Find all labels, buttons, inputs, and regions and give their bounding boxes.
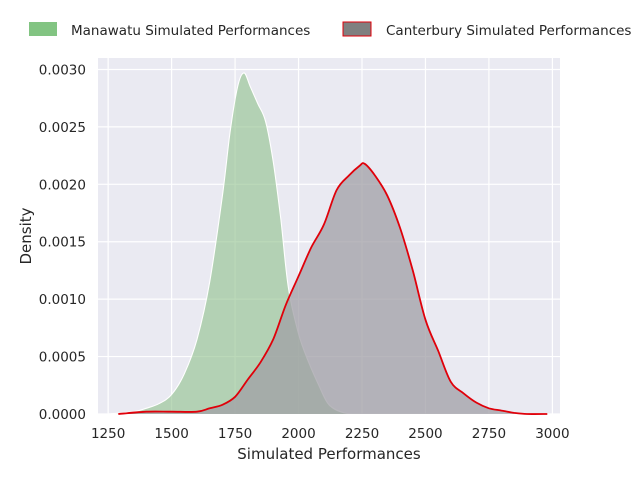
legend-swatch-manawatu: [29, 22, 57, 36]
x-tick-label-6: 2750: [472, 426, 506, 442]
x-tick-label-3: 2000: [281, 426, 315, 442]
x-tick-label-7: 3000: [535, 426, 569, 442]
y-tick-label-5: 0.0025: [39, 120, 86, 136]
series-line-1: [118, 162, 548, 415]
y-axis-title: Density: [17, 207, 35, 264]
x-tick-label-1: 1500: [154, 426, 188, 442]
x-axis-ticks: 1250 1500 1750 2000 2250 2500 2750 3000: [91, 426, 570, 442]
y-tick-label-2: 0.0010: [39, 292, 86, 308]
y-tick-label-1: 0.0005: [39, 350, 86, 366]
legend-swatch-canterbury: [342, 21, 372, 37]
x-axis-title: Simulated Performances: [237, 445, 421, 463]
y-tick-label-4: 0.0020: [39, 177, 86, 193]
legend-label-canterbury: Canterbury Simulated Performances: [386, 23, 631, 39]
y-tick-label-6: 0.0030: [39, 62, 86, 78]
y-tick-label-3: 0.0015: [39, 235, 86, 251]
x-tick-label-4: 2250: [345, 426, 379, 442]
y-tick-label-0: 0.0000: [39, 407, 86, 423]
x-tick-label-0: 1250: [91, 426, 125, 442]
legend-label-manawatu: Manawatu Simulated Performances: [71, 23, 310, 39]
series-layer: [108, 72, 548, 415]
series-area-1: [118, 163, 548, 415]
x-tick-label-2: 1750: [218, 426, 252, 442]
series-area-0: [108, 72, 375, 415]
legend: Manawatu Simulated Performances Canterbu…: [29, 21, 631, 39]
y-axis-ticks: 0.0000 0.0005 0.0010 0.0015 0.0020 0.0025 0.00…: [39, 62, 86, 423]
x-tick-label-5: 2500: [408, 426, 442, 442]
